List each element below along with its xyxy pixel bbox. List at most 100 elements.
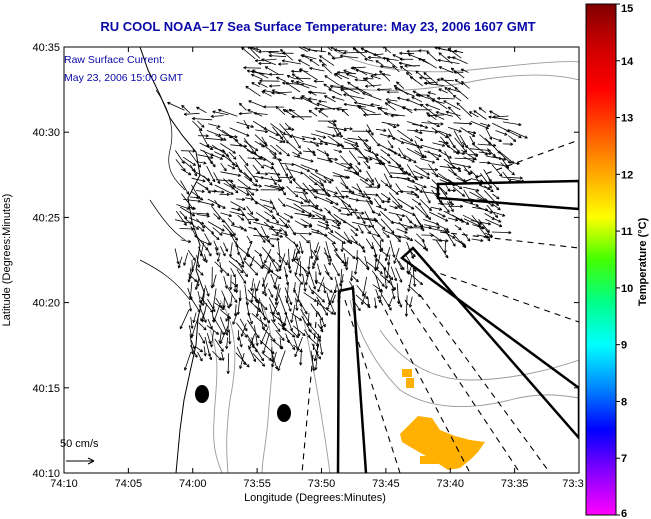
current-vector bbox=[430, 185, 440, 191]
current-vector bbox=[404, 64, 421, 68]
current-vector bbox=[252, 156, 265, 169]
current-vector bbox=[279, 134, 285, 144]
current-vector bbox=[300, 204, 319, 208]
current-vector bbox=[317, 263, 322, 276]
current-vector bbox=[208, 123, 221, 128]
current-vector bbox=[344, 141, 360, 148]
current-vector bbox=[427, 91, 436, 95]
current-vector bbox=[254, 58, 277, 63]
current-vector bbox=[275, 144, 290, 157]
current-vector bbox=[366, 297, 371, 307]
current-vector bbox=[302, 214, 312, 218]
current-vector bbox=[324, 270, 333, 281]
colorbar-tick-label: 11 bbox=[621, 226, 633, 238]
current-vector bbox=[438, 130, 452, 137]
current-vector bbox=[308, 204, 323, 212]
current-vector bbox=[308, 269, 317, 290]
current-vectors bbox=[167, 47, 528, 374]
current-vector bbox=[375, 288, 380, 300]
current-vector bbox=[190, 317, 194, 329]
current-vector bbox=[417, 94, 432, 100]
current-vector bbox=[398, 260, 405, 271]
current-vector bbox=[250, 278, 254, 292]
current-vector bbox=[228, 260, 244, 274]
current-vector bbox=[451, 214, 470, 225]
current-vector bbox=[478, 226, 491, 242]
current-vector bbox=[460, 127, 476, 137]
current-vector bbox=[268, 135, 283, 143]
current-vector bbox=[298, 47, 308, 52]
current-vector bbox=[343, 231, 353, 245]
current-vector bbox=[259, 310, 271, 324]
current-vector bbox=[419, 199, 432, 212]
current-vector bbox=[197, 291, 202, 304]
current-vector bbox=[485, 218, 503, 228]
current-vector bbox=[333, 149, 343, 153]
current-vector bbox=[453, 122, 473, 126]
current-vector bbox=[411, 198, 422, 206]
current-vector bbox=[452, 94, 462, 102]
current-vector bbox=[291, 69, 302, 74]
y-tick-label: 40:10 bbox=[32, 468, 60, 480]
current-vector bbox=[269, 237, 280, 241]
current-vector bbox=[358, 199, 373, 204]
current-vector bbox=[426, 112, 437, 121]
current-vector bbox=[290, 80, 310, 89]
current-vector bbox=[255, 280, 261, 292]
current-vector bbox=[301, 136, 317, 141]
current-vector bbox=[351, 275, 359, 283]
current-vector bbox=[331, 56, 342, 60]
current-vector bbox=[437, 96, 455, 101]
current-vector bbox=[198, 322, 207, 331]
current-vector bbox=[278, 214, 291, 223]
current-vector bbox=[299, 68, 318, 81]
current-vector bbox=[409, 76, 424, 87]
current-vector bbox=[302, 182, 318, 199]
current-vector bbox=[263, 164, 274, 170]
current-vector bbox=[225, 337, 229, 350]
current-vector bbox=[437, 212, 446, 218]
current-vector bbox=[404, 295, 409, 317]
current-vector bbox=[489, 110, 500, 117]
current-vector bbox=[275, 261, 282, 269]
current-vector bbox=[299, 241, 304, 254]
x-axis: 74:10 74:05 74:00 73:55 73:50 73:45 73:40 73:35… bbox=[50, 47, 584, 490]
current-vector bbox=[210, 330, 214, 348]
current-vector bbox=[280, 162, 295, 166]
current-vector bbox=[438, 140, 449, 145]
current-vector bbox=[191, 177, 206, 183]
current-vector bbox=[228, 329, 232, 345]
current-vector bbox=[247, 253, 264, 269]
current-vector bbox=[270, 176, 277, 186]
current-vector bbox=[254, 325, 259, 347]
current-vector bbox=[238, 207, 252, 225]
current-vector bbox=[319, 107, 342, 111]
current-vector bbox=[268, 54, 287, 58]
current-vector bbox=[341, 190, 352, 194]
current-vector bbox=[404, 234, 414, 242]
current-vector bbox=[258, 61, 272, 66]
current-vector bbox=[384, 102, 397, 111]
current-vector bbox=[347, 137, 369, 143]
current-vector bbox=[447, 188, 456, 193]
current-vector bbox=[371, 225, 384, 243]
current-vector bbox=[219, 192, 230, 197]
current-vector bbox=[229, 183, 250, 196]
current-vector bbox=[191, 191, 204, 201]
current-vector bbox=[475, 176, 482, 186]
current-vector bbox=[254, 347, 264, 362]
current-vector bbox=[244, 165, 258, 183]
current-vector bbox=[214, 338, 224, 352]
current-vector bbox=[437, 196, 450, 213]
coverage-beams bbox=[301, 139, 579, 473]
current-vector bbox=[207, 157, 213, 165]
current-vector bbox=[391, 231, 401, 243]
current-vector bbox=[412, 170, 431, 179]
current-vector bbox=[420, 168, 438, 172]
current-vector bbox=[225, 312, 230, 322]
current-vector bbox=[425, 103, 441, 111]
current-vector bbox=[382, 56, 399, 61]
current-vector bbox=[275, 105, 286, 115]
current-vector bbox=[340, 274, 344, 284]
current-vector bbox=[195, 346, 204, 353]
